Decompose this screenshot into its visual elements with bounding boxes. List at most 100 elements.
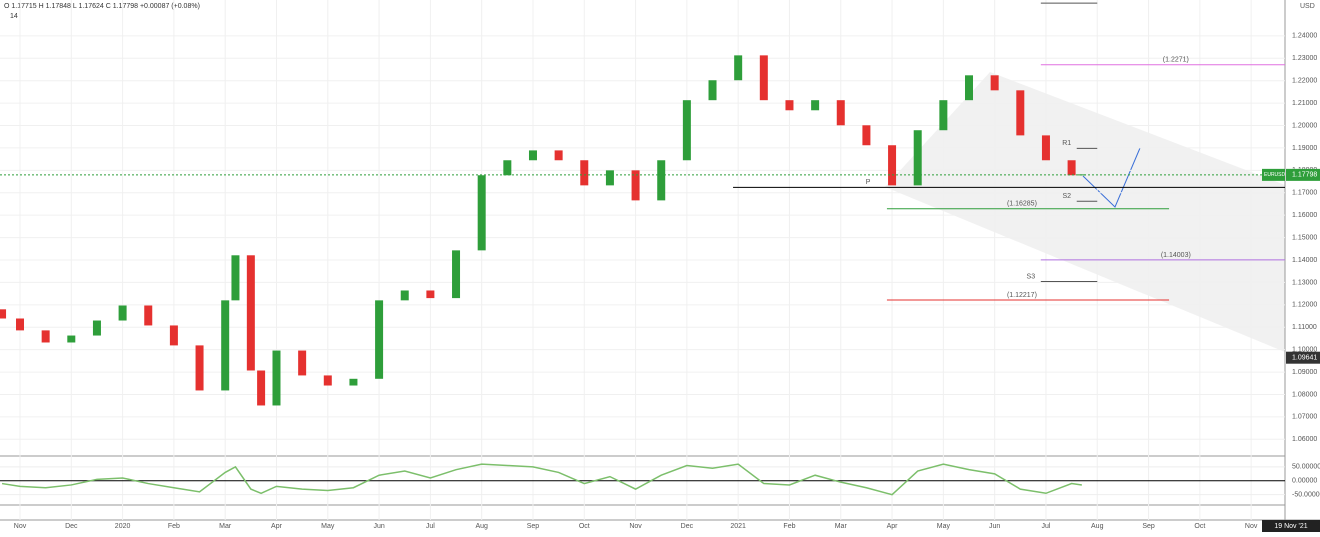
candle bbox=[528, 150, 537, 161]
candle bbox=[452, 250, 461, 299]
x-tick-label: Jul bbox=[426, 523, 435, 530]
x-tick-label: Sep bbox=[1142, 523, 1155, 530]
candle bbox=[169, 325, 178, 346]
date-label: 19 Nov '21 bbox=[1274, 523, 1307, 530]
x-tick-label: May bbox=[937, 523, 951, 530]
y-tick-label: 1.23000 bbox=[1292, 55, 1317, 62]
candle bbox=[836, 100, 845, 126]
candle bbox=[41, 330, 50, 343]
candle bbox=[734, 55, 743, 81]
candle bbox=[246, 255, 255, 371]
y-tick-label: 1.15000 bbox=[1292, 234, 1317, 241]
x-tick-label: Sep bbox=[527, 523, 540, 530]
y-tick-label: 1.13000 bbox=[1292, 279, 1317, 286]
period: 14 bbox=[10, 13, 18, 20]
level-label: (1.2271) bbox=[1163, 57, 1189, 64]
y-tick-label: 1.10000 bbox=[1292, 346, 1317, 353]
x-tick-label: Aug bbox=[1091, 523, 1104, 530]
candle bbox=[1041, 135, 1050, 161]
indicator-tick-label: 50.00000 bbox=[1292, 464, 1320, 471]
indicator-tick-label: 0.00000 bbox=[1292, 478, 1317, 485]
x-tick-label: Feb bbox=[783, 523, 795, 530]
level-label: R2 bbox=[1026, 0, 1035, 2]
indicator-tick-label: -50.00000 bbox=[1292, 492, 1320, 499]
x-tick-label: 2020 bbox=[115, 523, 131, 530]
level-label: P bbox=[866, 179, 871, 186]
candle bbox=[913, 130, 922, 186]
y-tick-label: 1.22000 bbox=[1292, 78, 1317, 85]
x-tick-label: Oct bbox=[1194, 523, 1205, 530]
candle bbox=[92, 320, 101, 336]
candle bbox=[708, 80, 717, 101]
price-tag bbox=[1286, 351, 1320, 364]
candle bbox=[118, 305, 127, 321]
x-tick-label: Apr bbox=[271, 523, 283, 530]
x-tick-label: May bbox=[321, 523, 335, 530]
indicator-line bbox=[1, 463, 1082, 496]
candle bbox=[888, 145, 897, 186]
candle bbox=[323, 375, 332, 386]
x-tick-label: Aug bbox=[475, 523, 488, 530]
x-tick-label: Jul bbox=[1041, 523, 1050, 530]
candle bbox=[862, 125, 871, 146]
channel-price-label: 1.09641 bbox=[1292, 355, 1317, 362]
candle bbox=[1016, 90, 1025, 136]
currency: USD bbox=[1300, 3, 1315, 10]
y-tick-label: 1.14000 bbox=[1292, 257, 1317, 264]
last-price-label: 1.17798 bbox=[1292, 172, 1317, 179]
candle bbox=[605, 170, 614, 186]
candle bbox=[657, 160, 666, 201]
price-tag bbox=[1262, 168, 1285, 181]
y-tick-label: 1.17000 bbox=[1292, 190, 1317, 197]
y-tick-label: 1.20000 bbox=[1292, 122, 1317, 129]
candle bbox=[682, 100, 691, 161]
level-label: R1 bbox=[1062, 140, 1071, 147]
candle bbox=[298, 350, 307, 376]
candle bbox=[990, 75, 999, 91]
candle bbox=[400, 290, 409, 301]
candle bbox=[375, 300, 384, 379]
x-tick-label: Apr bbox=[887, 523, 899, 530]
y-tick-label: 1.06000 bbox=[1292, 436, 1317, 443]
candle bbox=[811, 100, 820, 111]
candle bbox=[1067, 160, 1076, 176]
date-tag bbox=[1262, 520, 1320, 532]
y-tick-label: 1.07000 bbox=[1292, 414, 1317, 421]
price-tag bbox=[1286, 168, 1320, 181]
x-tick-label: Feb bbox=[168, 523, 180, 530]
level-label: S3 bbox=[1027, 273, 1036, 280]
candle bbox=[503, 160, 512, 176]
candle bbox=[144, 305, 153, 326]
candle bbox=[195, 345, 204, 391]
y-tick-label: 1.08000 bbox=[1292, 391, 1317, 398]
level-label: (1.16285) bbox=[1007, 201, 1037, 208]
candle bbox=[631, 170, 640, 201]
candle bbox=[580, 160, 589, 186]
x-tick-label: 2021 bbox=[730, 523, 746, 530]
candle bbox=[939, 100, 948, 131]
candle bbox=[231, 255, 240, 301]
x-tick-label: Mar bbox=[219, 523, 232, 530]
x-tick-label: Mar bbox=[835, 523, 848, 530]
y-tick-label: 1.09000 bbox=[1292, 369, 1317, 376]
candle bbox=[16, 318, 25, 331]
y-tick-label: 1.16000 bbox=[1292, 212, 1317, 219]
y-tick-label: 1.12000 bbox=[1292, 302, 1317, 309]
symbol-tag: EURUSD bbox=[1264, 172, 1286, 178]
level-label: (1.12217) bbox=[1007, 292, 1037, 299]
x-tick-label: Jun bbox=[989, 523, 1000, 530]
x-tick-label: Nov bbox=[1245, 523, 1258, 530]
x-tick-label: Jun bbox=[373, 523, 384, 530]
y-tick-label: 1.21000 bbox=[1292, 100, 1317, 107]
x-tick-label: Dec bbox=[65, 523, 78, 530]
candle bbox=[785, 100, 794, 111]
x-tick-label: Nov bbox=[629, 523, 642, 530]
ohlc-header: O 1.17715 H 1.17848 L 1.17624 C 1.17798 … bbox=[4, 3, 200, 10]
candle bbox=[221, 300, 230, 391]
level-label: S2 bbox=[1062, 193, 1071, 200]
projection-arrow bbox=[1082, 147, 1141, 208]
candle bbox=[272, 350, 281, 406]
candle bbox=[759, 55, 768, 101]
candle bbox=[477, 175, 486, 251]
